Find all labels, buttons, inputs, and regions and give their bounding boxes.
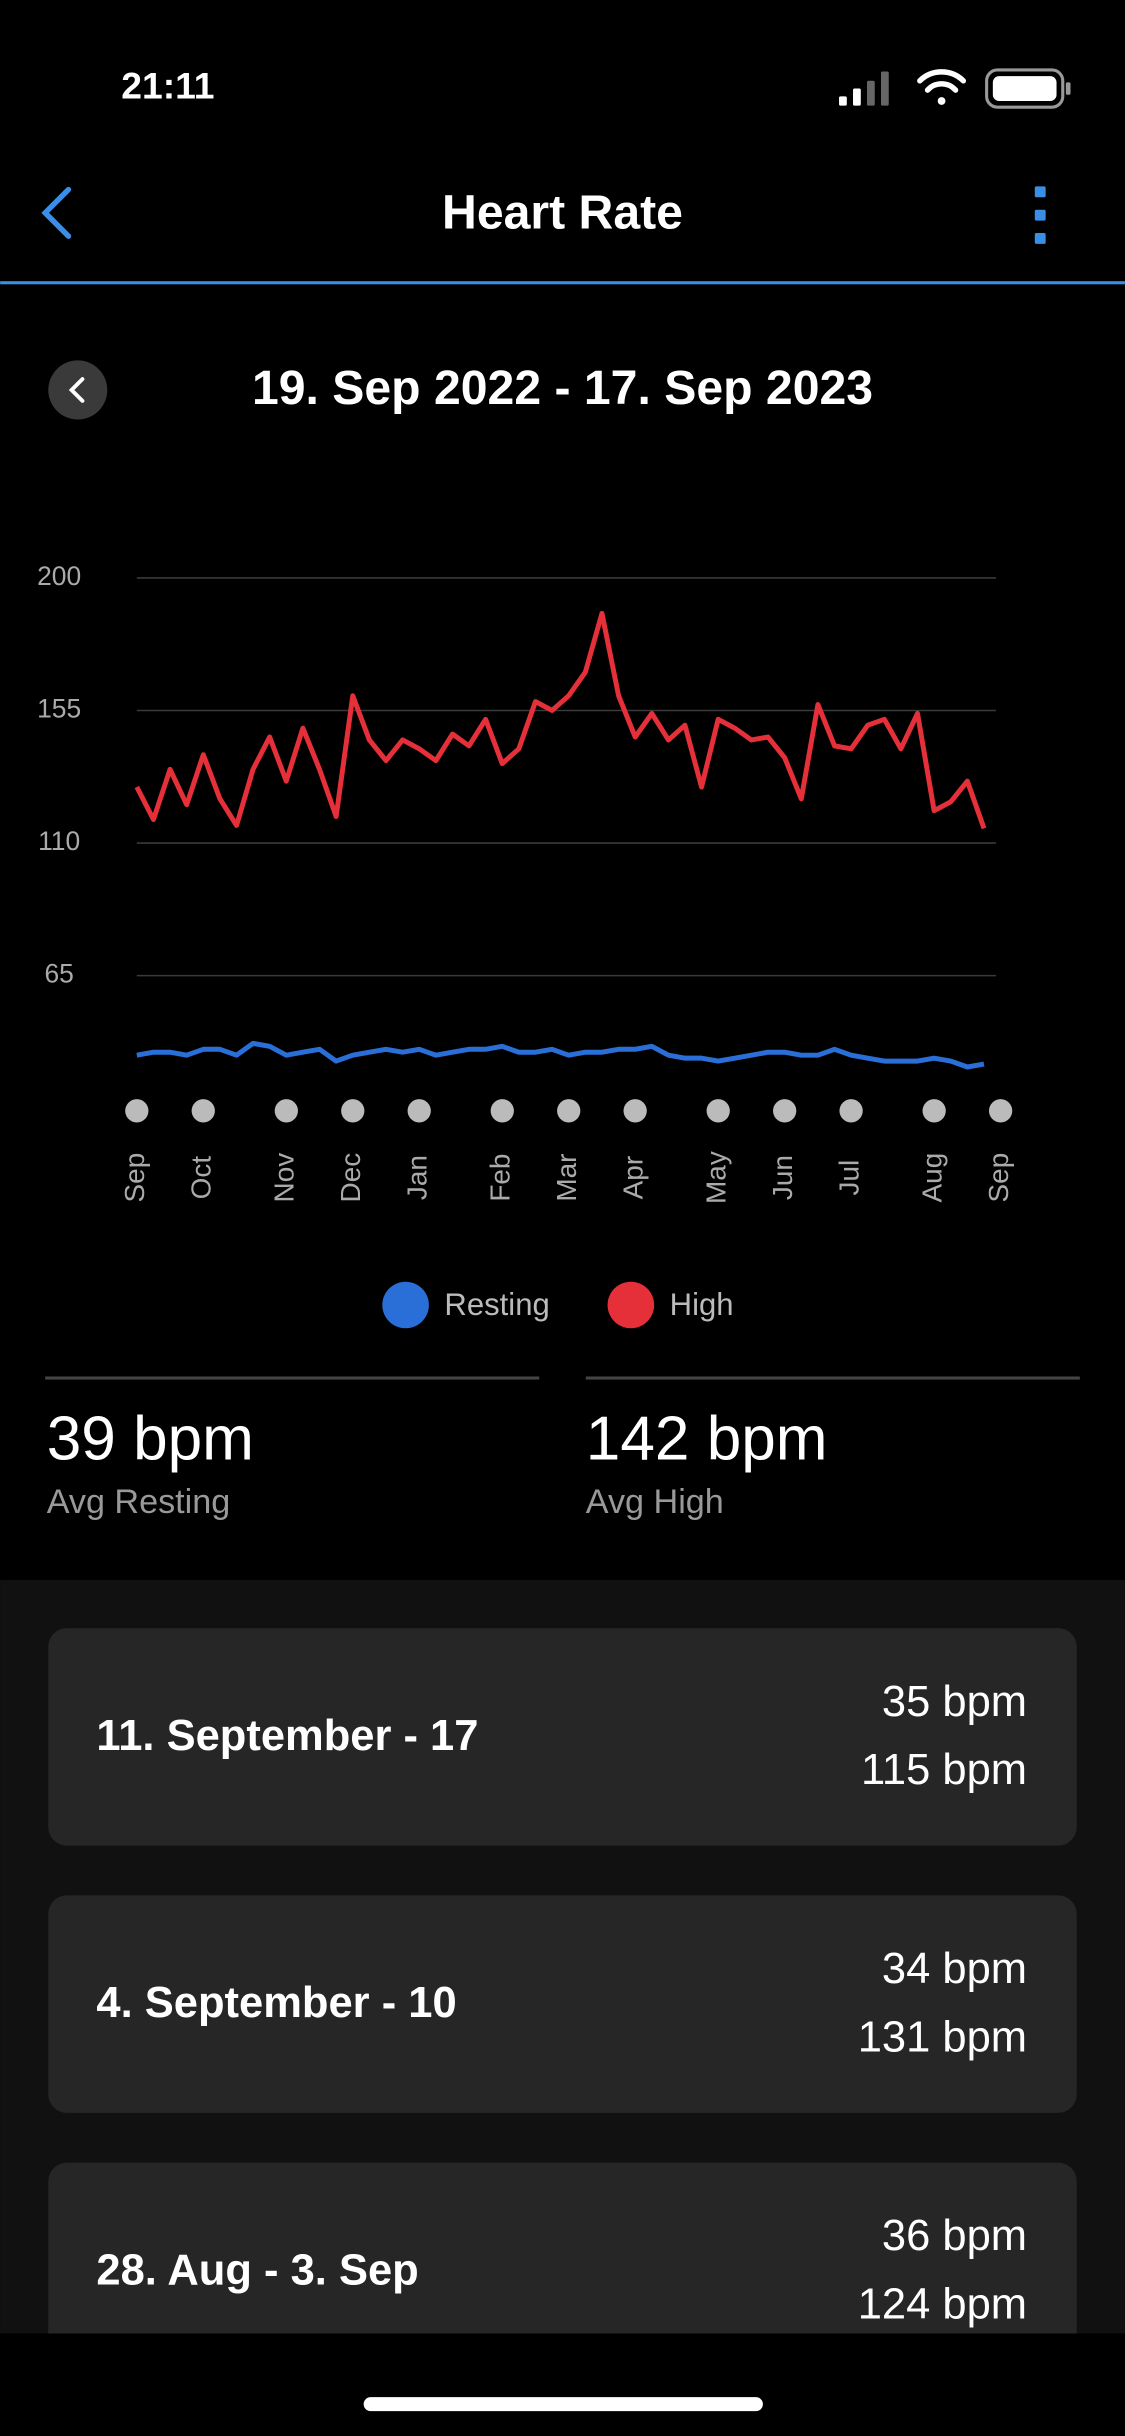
x-tick-dot [773,1099,797,1123]
week-card[interactable] [48,2162,1077,2381]
previous-arrow [68,377,85,403]
x-tick-label: Apr [618,1156,649,1200]
week-label: 4. September - 10 [96,1979,456,2027]
x-tick-label: Jul [833,1160,864,1196]
x-tick-label: Oct [186,1156,217,1200]
home-indicator [363,2397,763,2412]
x-tick-label: Sep [983,1153,1014,1203]
x-tick-dot [274,1099,298,1123]
x-tick-dot [557,1099,581,1123]
week-resting: 35 bpm [882,1678,1027,1726]
week-card[interactable] [48,1895,1077,2113]
x-tick-label: Aug [917,1153,948,1203]
battery-icon [985,68,1071,109]
x-tick-dot [706,1099,730,1123]
stat-label: Avg Resting [47,1483,231,1521]
previous-range-button[interactable] [48,360,108,420]
chart: 200 155 110 65 Sep Oct Nov Dec Jan Feb Mar Apr May Ju… [37,561,1014,1329]
stat-value: 39 bpm [47,1405,254,1474]
header-divider [0,281,1125,285]
stat-divider [45,1376,540,1380]
x-tick-dot [407,1099,431,1123]
x-tick-label: Dec [335,1153,366,1203]
series-line [136,1040,985,1070]
x-tick-label: Mar [551,1154,582,1202]
legend-label: Resting [444,1287,549,1322]
y-tick-label: 110 [38,826,80,856]
week-resting: 34 bpm [882,1945,1027,1993]
stat-label: Avg High [586,1483,724,1521]
x-tick-dot [922,1099,946,1123]
week-label: 28. Aug - 3. Sep [96,2246,418,2294]
stat-divider [585,1376,1080,1380]
y-tick-label: 200 [37,561,81,591]
home-area [0,2333,1125,2436]
week-high: 131 bpm [858,2013,1027,2061]
x-tick-dot [191,1099,215,1123]
x-tick-dot [988,1099,1013,1123]
y-tick-label: 65 [44,959,73,989]
series-line [134,610,987,830]
page-title: Heart Rate [442,186,683,240]
signal-icon [839,71,889,106]
x-tick-dot [839,1099,863,1123]
x-tick-label: Feb [485,1154,516,1202]
week-card[interactable] [48,1628,1077,1846]
x-tick-label: Sep [119,1153,150,1203]
week-resting: 36 bpm [882,2212,1027,2260]
x-tick-label: Jun [767,1155,798,1200]
date-range: 19. Sep 2022 - 17. Sep 2023 [252,361,873,415]
back-button[interactable] [41,186,72,239]
x-tick-label: May [701,1151,732,1204]
status-time: 21:11 [121,64,214,106]
x-tick-label: Nov [269,1153,300,1203]
week-high: 115 bpm [861,1746,1027,1794]
x-tick-dot [341,1099,365,1123]
x-tick-label: Jan [402,1155,433,1200]
week-high: 124 bpm [858,2281,1027,2329]
y-tick-label: 155 [37,693,81,723]
x-tick-dot [623,1099,647,1123]
wifi-icon [917,69,967,105]
week-label: 11. September - 17 [96,1712,478,1760]
legend-swatch [607,1281,655,1329]
more-menu[interactable] [1034,186,1046,244]
legend-label: High [670,1287,734,1322]
stat-value: 142 bpm [586,1405,828,1474]
week-list: 11. September - 17 35 bpm 115 bpm 4. Septem… [48,1628,1077,2381]
x-tick-dot [490,1099,514,1123]
x-tick-dot [125,1099,149,1123]
legend-swatch [382,1281,429,1329]
